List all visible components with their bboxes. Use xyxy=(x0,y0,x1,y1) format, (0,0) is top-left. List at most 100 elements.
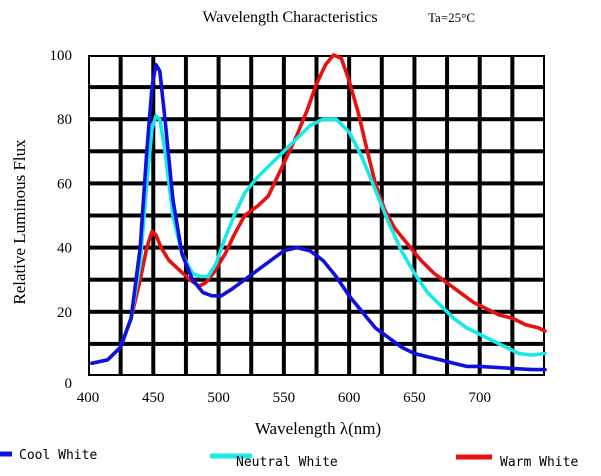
grid-cell xyxy=(416,185,446,214)
grid-cell xyxy=(90,249,119,278)
grid-cell xyxy=(220,185,250,214)
grid-cell xyxy=(285,345,315,374)
grid-cell xyxy=(187,217,217,246)
grid-cell xyxy=(351,345,380,374)
chart-subtitle-text: Ta=25°C xyxy=(428,10,475,25)
x-tick-label: 450 xyxy=(142,390,165,406)
grid-cell xyxy=(90,121,119,150)
grid-cell xyxy=(351,57,380,86)
grid-cell xyxy=(416,249,446,278)
grid-cell xyxy=(155,345,184,374)
y-tick-label: 40 xyxy=(57,241,72,257)
grid-cell xyxy=(449,185,478,214)
grid-cell xyxy=(416,313,446,342)
grid-cell xyxy=(383,185,413,214)
grid-cell xyxy=(514,153,543,182)
grid-cell xyxy=(481,153,511,182)
grid-cell xyxy=(449,89,478,118)
legend-label: Warm White xyxy=(500,455,578,470)
grid-cell xyxy=(122,57,152,86)
series-line-neutral-white xyxy=(90,114,547,365)
grid-cell xyxy=(318,185,348,214)
grid-cell xyxy=(253,185,282,214)
grid-cell xyxy=(187,57,217,86)
y-tick-label: 20 xyxy=(57,305,72,321)
grid-cell xyxy=(285,217,315,246)
grid-cell xyxy=(318,345,348,374)
x-tick-label: 700 xyxy=(468,390,491,406)
x-tick-label: 500 xyxy=(207,390,230,406)
grid-cell xyxy=(449,121,478,150)
x-tick-label: 550 xyxy=(273,390,296,406)
chart-title-text: Wavelength Characteristics xyxy=(202,9,377,26)
grid-cell xyxy=(285,281,315,310)
grid-cell xyxy=(416,121,446,150)
grid-cell xyxy=(481,217,511,246)
grid-cell xyxy=(318,153,348,182)
grid-cell xyxy=(383,89,413,118)
grid-cell xyxy=(449,249,478,278)
grid-cell xyxy=(90,313,119,342)
grid-cell xyxy=(285,57,315,86)
grid-cell xyxy=(90,153,119,182)
x-tick-label: 400 xyxy=(77,390,100,406)
grid-cell xyxy=(220,121,250,150)
grid-cell xyxy=(187,345,217,374)
grid-cell xyxy=(351,217,380,246)
y-tick-label: 100 xyxy=(50,48,73,64)
grid-cell xyxy=(449,345,478,374)
grid-cell xyxy=(514,217,543,246)
grid-cell xyxy=(122,89,152,118)
grid-cell xyxy=(187,185,217,214)
grid-cell xyxy=(514,89,543,118)
grid-cell xyxy=(253,217,282,246)
x-tick-label: 650 xyxy=(403,390,426,406)
grid-cell xyxy=(514,281,543,310)
grid-cell xyxy=(220,345,250,374)
grid-cell xyxy=(514,57,543,86)
grid-cell xyxy=(187,121,217,150)
grid-cell xyxy=(383,121,413,150)
grid-cell xyxy=(383,281,413,310)
x-axis-label: Wavelength λ(nm) xyxy=(255,419,381,438)
grid-cell xyxy=(187,313,217,342)
series-lines xyxy=(90,53,547,372)
grid-cell xyxy=(351,249,380,278)
grid-cell xyxy=(155,89,184,118)
grid-cell xyxy=(449,217,478,246)
series-line-warm-white xyxy=(90,53,547,365)
grid-cell xyxy=(285,153,315,182)
grid-cell xyxy=(253,313,282,342)
grid-cell xyxy=(187,153,217,182)
grid-cell xyxy=(90,57,119,86)
grid-cell xyxy=(481,57,511,86)
y-tick-label: 80 xyxy=(57,112,72,128)
chart-title: Wavelength Characteristics Ta=25°C xyxy=(202,9,475,26)
grid-cell xyxy=(481,281,511,310)
grid-cell xyxy=(318,89,348,118)
grid-cell xyxy=(220,57,250,86)
grid-cell xyxy=(122,217,152,246)
grid-cell xyxy=(383,57,413,86)
grid-cell xyxy=(253,89,282,118)
grid-cell xyxy=(481,185,511,214)
grid-cell xyxy=(90,89,119,118)
legend: Cool White Neutral White Warm White xyxy=(0,448,578,470)
legend-label: Neutral White xyxy=(236,455,338,470)
grid-cell xyxy=(253,281,282,310)
grid-cell xyxy=(318,217,348,246)
grid-cell xyxy=(285,185,315,214)
y-tick-label: 60 xyxy=(57,176,72,192)
grid-cell xyxy=(155,313,184,342)
tick-labels: 400 450 500 550 600 650 700 0 20 40 60 80 100 xyxy=(50,48,491,406)
grid xyxy=(90,57,543,374)
y-tick-label: 0 xyxy=(65,376,73,392)
grid-cell xyxy=(220,89,250,118)
x-tick-label: 600 xyxy=(338,390,361,406)
grid-cell xyxy=(90,217,119,246)
grid-cell xyxy=(253,345,282,374)
grid-cell xyxy=(416,89,446,118)
grid-cell xyxy=(285,313,315,342)
grid-cell xyxy=(253,121,282,150)
